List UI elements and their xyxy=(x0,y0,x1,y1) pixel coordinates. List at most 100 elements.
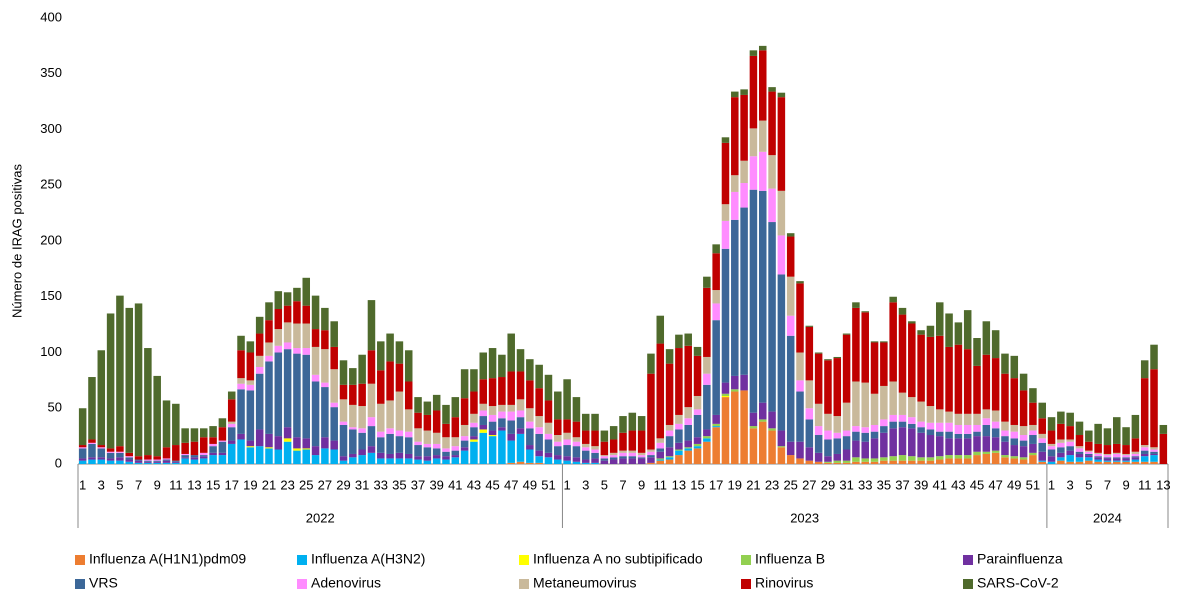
legend-swatch xyxy=(741,555,751,565)
bar-segment xyxy=(926,435,935,458)
bar-segment xyxy=(395,391,404,431)
bar-segment xyxy=(665,447,674,457)
bar-segment xyxy=(693,409,702,415)
bar-segment xyxy=(721,395,730,398)
bar-segment xyxy=(1122,461,1130,464)
bar-segment xyxy=(78,447,87,449)
bar-segment xyxy=(88,442,96,444)
bar-segment xyxy=(78,408,87,446)
bar-segment xyxy=(861,312,869,383)
bar-segment xyxy=(97,445,106,448)
bar-segment xyxy=(889,428,897,457)
x-tick-label: 49 xyxy=(1007,477,1021,492)
bar-segment xyxy=(1001,457,1009,464)
bar-segment xyxy=(963,458,972,464)
bar-segment xyxy=(768,155,776,189)
bar-segment xyxy=(824,360,832,414)
bar-segment xyxy=(274,291,283,310)
x-tick-label: 43 xyxy=(951,477,965,492)
bar-segment xyxy=(1085,455,1093,458)
bar-segment xyxy=(1066,446,1074,451)
y-tick-label: 300 xyxy=(40,121,62,136)
bar-segment xyxy=(246,447,255,464)
bar-segment xyxy=(1085,460,1093,464)
bar-segment xyxy=(656,343,665,439)
bar-segment xyxy=(768,188,776,223)
bar-segment xyxy=(581,462,590,464)
bar-segment xyxy=(470,441,478,464)
bar-segment xyxy=(954,455,963,459)
bar-segment xyxy=(162,460,171,463)
bar-segment xyxy=(852,302,860,308)
bar-segment xyxy=(805,408,814,420)
bar-segment xyxy=(106,448,115,452)
bar-segment xyxy=(516,371,525,400)
bar-segment xyxy=(153,461,161,463)
bar-segment xyxy=(1131,451,1140,454)
bar-segment xyxy=(609,426,618,440)
bar-segment xyxy=(824,439,832,457)
bar-segment xyxy=(833,358,842,417)
bar-segment xyxy=(1001,373,1009,422)
bar-segment xyxy=(656,438,665,443)
bar-segment xyxy=(507,420,515,434)
bar-segment xyxy=(1094,456,1102,458)
bar-segment xyxy=(237,335,245,351)
bar-segment xyxy=(908,397,916,418)
x-tick-label: 39 xyxy=(429,477,443,492)
bar-segment xyxy=(218,455,227,464)
bar-segment xyxy=(1038,433,1046,439)
bar-segment xyxy=(1010,438,1019,446)
bar-segment xyxy=(349,453,357,458)
bar-segment xyxy=(749,426,758,429)
bar-segment xyxy=(1057,452,1065,458)
bar-segment xyxy=(1150,449,1158,452)
bar-segment xyxy=(358,449,366,456)
bar-segment xyxy=(1094,423,1102,444)
bar-segment xyxy=(1103,453,1112,456)
bar-segment xyxy=(97,447,106,449)
bar-segment xyxy=(414,456,422,460)
bar-segment xyxy=(926,460,935,464)
bar-segment xyxy=(824,456,832,462)
bar-segment xyxy=(293,348,301,354)
legend-label: Adenovirus xyxy=(311,575,381,591)
bar-segment xyxy=(684,333,692,346)
bar-segment xyxy=(302,449,311,464)
bar-segment xyxy=(861,311,869,313)
bar-segment xyxy=(833,438,842,454)
x-tick-label: 25 xyxy=(783,477,797,492)
bar-segment xyxy=(302,354,311,439)
bar-segment xyxy=(349,384,357,405)
bar-segment xyxy=(255,429,264,447)
bar-segment xyxy=(1075,446,1084,449)
bar-segment xyxy=(470,439,478,442)
bar-segment xyxy=(488,430,497,436)
bar-segment xyxy=(283,305,292,323)
bar-segment xyxy=(889,421,897,429)
bar-segment xyxy=(302,305,311,324)
bar-segment xyxy=(404,409,413,432)
x-tick-label: 15 xyxy=(206,477,220,492)
bar-segment xyxy=(460,440,469,448)
bar-segment xyxy=(768,411,776,429)
x-tick-label: 29 xyxy=(336,477,350,492)
bar-segment xyxy=(544,374,553,401)
bar-segment xyxy=(721,204,730,221)
bar-segment xyxy=(134,462,143,464)
bar-segment xyxy=(395,363,404,392)
bar-segment xyxy=(535,450,543,457)
bar-segment xyxy=(1029,402,1037,425)
bar-segment xyxy=(945,455,953,459)
bar-segment xyxy=(227,427,236,441)
bar-segment xyxy=(339,384,348,400)
bar-segment xyxy=(404,381,413,410)
bar-segment xyxy=(852,440,860,458)
bar-segment xyxy=(591,462,599,464)
bar-segment xyxy=(619,450,627,453)
bar-segment xyxy=(339,460,348,464)
bar-segment xyxy=(181,458,189,464)
bar-segment xyxy=(1131,414,1140,439)
bar-segment xyxy=(498,430,506,464)
bar-segment xyxy=(1140,378,1149,446)
